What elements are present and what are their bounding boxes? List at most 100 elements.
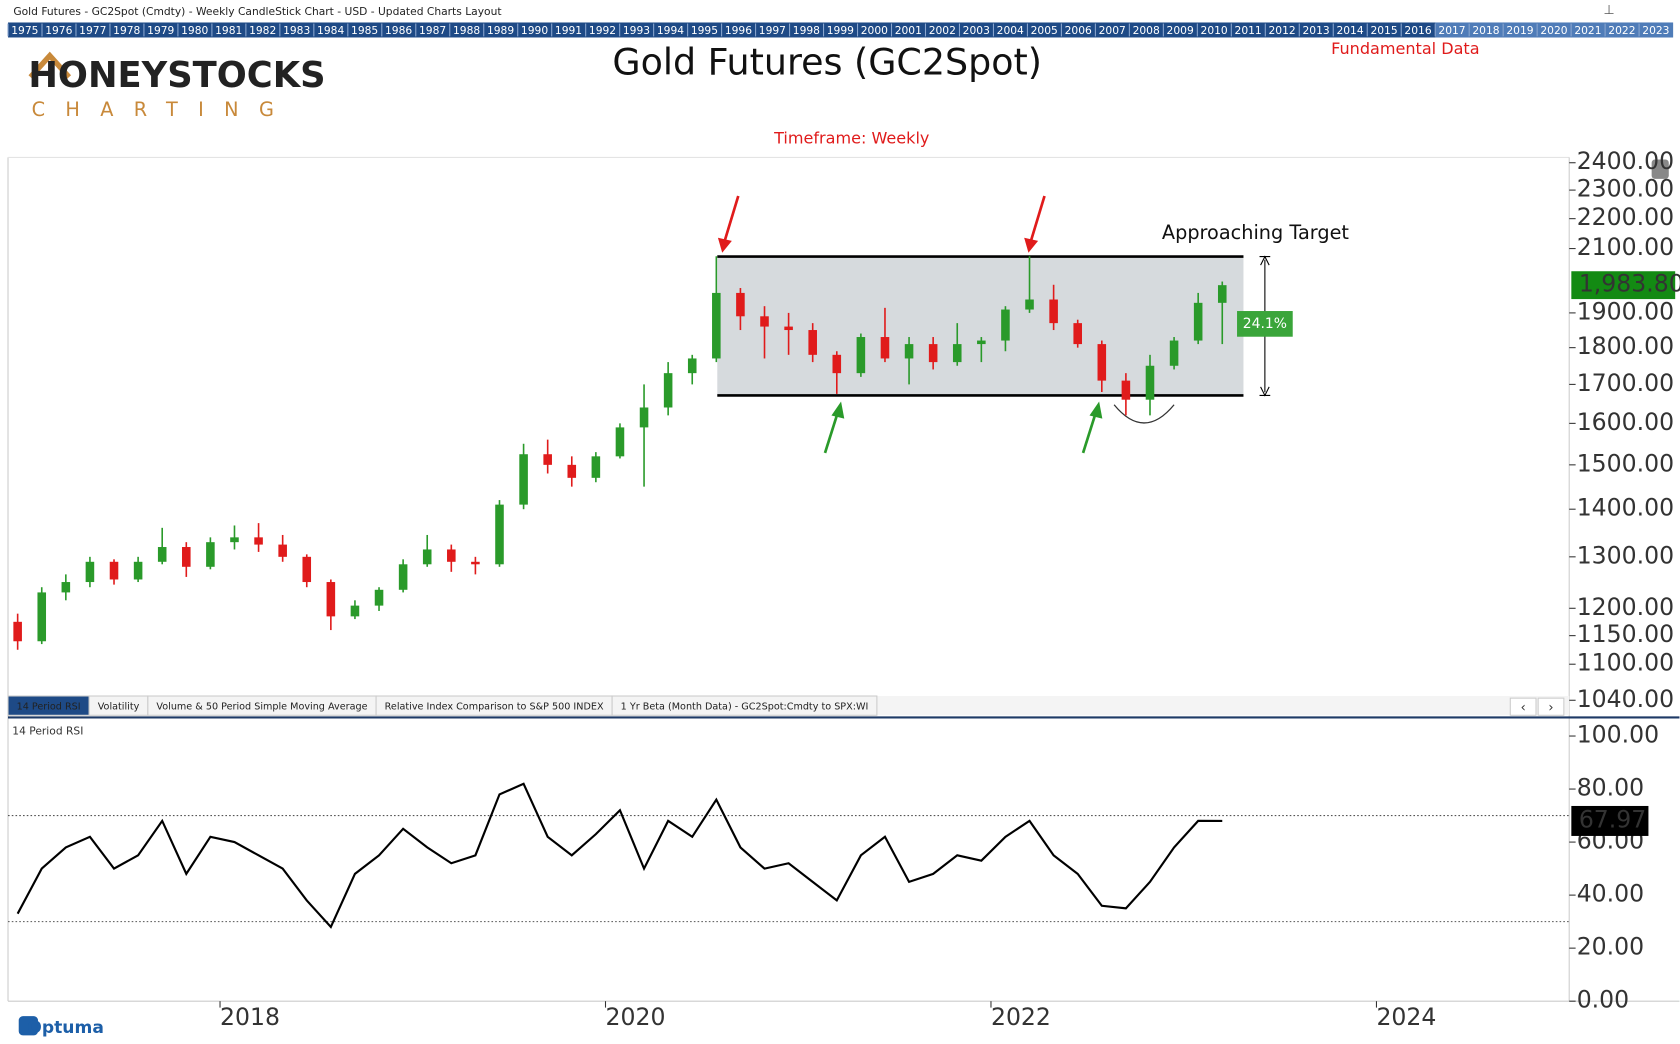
arrow <box>723 195 740 243</box>
year-label[interactable]: 1990 <box>521 24 548 37</box>
tab-label[interactable]: 14 Period RSI <box>17 702 81 713</box>
tab[interactable] <box>611 695 878 716</box>
year-label[interactable]: 1978 <box>113 24 140 37</box>
candle-body <box>13 621 22 642</box>
pin-icon[interactable]: ⊥ <box>1603 3 1614 18</box>
tab-label[interactable]: 1 Yr Beta (Month Data) - GC2Spot:Cmdty t… <box>621 702 869 713</box>
tab-label[interactable]: Volatility <box>98 702 140 713</box>
year-label[interactable]: 1987 <box>419 24 446 37</box>
year-label[interactable]: 1998 <box>793 24 820 37</box>
candle-body <box>567 464 577 478</box>
year-label[interactable]: 1995 <box>691 24 718 37</box>
year-label[interactable]: 1981 <box>215 24 242 37</box>
arrow-head <box>717 237 732 253</box>
year-label[interactable]: 1976 <box>45 24 72 37</box>
year-label[interactable]: 2005 <box>1031 24 1058 37</box>
candle-body <box>302 556 312 583</box>
candle-body <box>447 549 456 562</box>
candle-body <box>591 456 601 478</box>
lock-icon[interactable] <box>1651 159 1669 179</box>
year-label[interactable]: 2006 <box>1065 24 1092 37</box>
fundamental-link[interactable]: Fundamental Data <box>1331 39 1479 58</box>
year-label[interactable]: 1999 <box>827 24 854 37</box>
year-label[interactable]: 2004 <box>997 24 1024 37</box>
year-label[interactable]: 1996 <box>725 24 752 37</box>
year-label[interactable]: 1993 <box>623 24 650 37</box>
year-label[interactable]: 2018 <box>1472 24 1499 37</box>
annotation: Approaching Target <box>1162 221 1349 244</box>
candle-body <box>495 504 504 565</box>
arrow-head <box>831 401 845 419</box>
year-label[interactable]: 2001 <box>895 24 922 37</box>
year-label[interactable]: 1997 <box>759 24 786 37</box>
y-tick-label: 2400.00 <box>1577 147 1674 175</box>
y-tick-label: 1900.00 <box>1577 297 1674 325</box>
year-label[interactable]: 2002 <box>929 24 956 37</box>
y-tick-label: 1100.00 <box>1577 649 1674 677</box>
year-highlight <box>1605 22 1640 38</box>
year-label[interactable]: 2003 <box>963 24 990 37</box>
year-label[interactable]: 1994 <box>657 24 684 37</box>
year-label[interactable]: 2017 <box>1438 24 1465 37</box>
year-label[interactable]: 1984 <box>317 24 344 37</box>
year-label[interactable]: 2015 <box>1370 24 1397 37</box>
year-label[interactable]: 2023 <box>1642 24 1669 37</box>
arrows <box>717 195 1175 454</box>
x-tick-label: 2020 <box>606 1003 666 1031</box>
last-value-label: 67.97 <box>1579 805 1646 833</box>
y-tick-label: 1150.00 <box>1577 620 1674 648</box>
scroll-left-icon: ‹ <box>1521 700 1526 715</box>
percent-box <box>1237 311 1293 337</box>
candle-body <box>1025 299 1034 310</box>
tab-label[interactable]: Relative Index Comparison to S&P 500 IND… <box>385 702 604 713</box>
year-label[interactable]: 2008 <box>1133 24 1160 37</box>
scroll-right-icon: › <box>1548 700 1553 715</box>
candle-body <box>687 358 697 374</box>
y-tick-label: 1200.00 <box>1577 593 1674 621</box>
year-label[interactable]: 2021 <box>1574 24 1601 37</box>
year-label[interactable]: 1982 <box>249 24 276 37</box>
year-strip[interactable] <box>8 22 1674 38</box>
candle-body <box>422 549 432 565</box>
scroll-right[interactable] <box>1537 697 1565 716</box>
year-label[interactable]: 2010 <box>1201 24 1228 37</box>
year-label[interactable]: 1989 <box>487 24 514 37</box>
candle-body <box>928 344 938 363</box>
y-tick-label: 20.00 <box>1577 933 1644 961</box>
year-highlight <box>1537 22 1572 38</box>
year-label[interactable]: 1991 <box>555 24 582 37</box>
candle-body <box>85 561 95 583</box>
year-label[interactable]: 1979 <box>147 24 174 37</box>
year-label[interactable]: 2012 <box>1269 24 1296 37</box>
year-label[interactable]: 1975 <box>11 24 38 37</box>
arrow-head <box>1024 237 1039 253</box>
year-label[interactable]: 1977 <box>79 24 106 37</box>
year-label[interactable]: 2014 <box>1336 24 1363 37</box>
candle-body <box>1097 344 1107 381</box>
tabs: 14 Period RSI Volatility Volume & 50 Perio… <box>7 695 878 716</box>
year-label[interactable]: 2020 <box>1540 24 1567 37</box>
year-label[interactable]: 2011 <box>1235 24 1262 37</box>
year-label[interactable]: 2022 <box>1608 24 1635 37</box>
year-highlight <box>1469 22 1504 38</box>
year-label[interactable]: 1983 <box>283 24 310 37</box>
year-label[interactable]: 2009 <box>1167 24 1194 37</box>
y-tick-label: 0.00 <box>1577 986 1629 1014</box>
year-label[interactable]: 2007 <box>1099 24 1126 37</box>
candle-body <box>350 605 360 617</box>
year-label[interactable]: 2016 <box>1404 24 1431 37</box>
scroll-left[interactable] <box>1509 697 1537 716</box>
year-label[interactable]: 2019 <box>1506 24 1533 37</box>
year-label[interactable]: 2013 <box>1302 24 1329 37</box>
tab-label[interactable]: Volume & 50 Period Simple Moving Average <box>156 702 367 713</box>
year-label[interactable]: 2000 <box>861 24 888 37</box>
year-label[interactable]: 1988 <box>453 24 480 37</box>
year-label[interactable]: 1992 <box>589 24 616 37</box>
year-label[interactable]: 1985 <box>351 24 378 37</box>
candle-body <box>1169 340 1179 366</box>
year-label[interactable]: 1986 <box>385 24 412 37</box>
last-value-box <box>1571 805 1649 836</box>
x-tick-label: 2024 <box>1376 1003 1436 1031</box>
year-label[interactable]: 1980 <box>181 24 208 37</box>
